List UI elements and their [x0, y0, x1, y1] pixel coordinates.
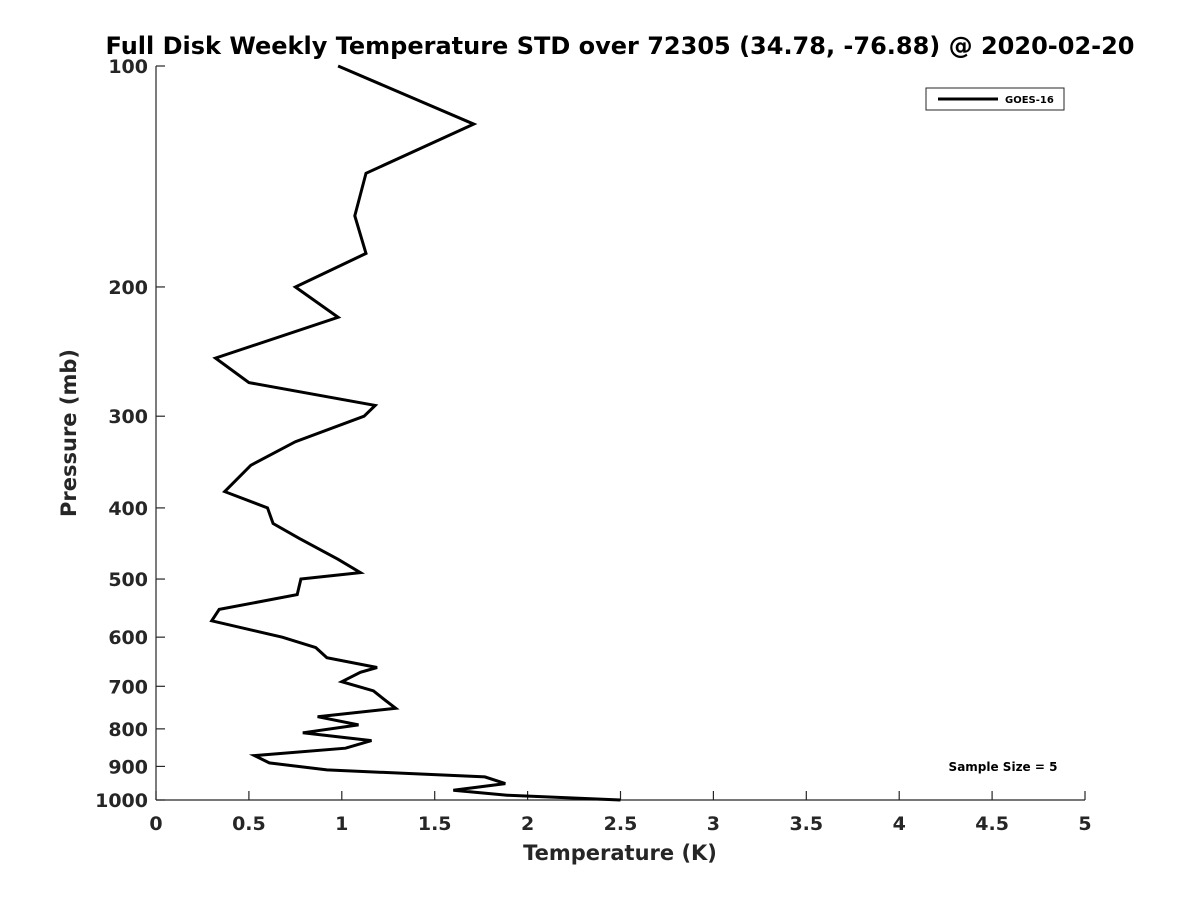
y-tick-label: 100 [108, 56, 148, 78]
x-tick-label: 2 [521, 813, 534, 835]
legend-label-goes-16: GOES-16 [1005, 95, 1054, 106]
legend: GOES-16 [925, 87, 1065, 111]
y-tick-label: 300 [108, 406, 148, 428]
x-tick-label: 2.5 [604, 813, 638, 835]
y-ticks: 100 200 300 400 500 600 700 800 900 1000 [95, 56, 165, 812]
x-axis-label: Temperature (K) [523, 841, 717, 865]
x-tick-label: 3.5 [789, 813, 823, 835]
x-tick-label: 4.5 [975, 813, 1009, 835]
x-tick-label: 3 [707, 813, 720, 835]
x-tick-label: 1 [335, 813, 348, 835]
y-tick-label: 400 [108, 498, 148, 520]
y-tick-label: 200 [108, 277, 148, 299]
y-tick-label: 600 [108, 627, 148, 649]
y-tick-label: 1000 [95, 790, 148, 812]
sample-size-annotation: Sample Size = 5 [949, 760, 1058, 774]
series-line-goes-16 [209, 64, 621, 802]
x-ticks: 0 0.5 1 1.5 2 2.5 3 3.5 4 4.5 5 [149, 791, 1092, 835]
y-tick-label: 700 [108, 676, 148, 698]
x-tick-label: 1.5 [418, 813, 452, 835]
y-tick-label: 800 [108, 719, 148, 741]
x-tick-label: 0.5 [232, 813, 266, 835]
x-tick-label: 5 [1078, 813, 1091, 835]
y-axis-label: Pressure (mb) [57, 349, 81, 517]
x-tick-label: 0 [149, 813, 162, 835]
x-tick-label: 4 [893, 813, 906, 835]
series-layer [209, 64, 621, 802]
axes [155, 66, 1085, 801]
chart-title: Full Disk Weekly Temperature STD over 72… [106, 32, 1135, 60]
y-tick-label: 500 [108, 569, 148, 591]
y-tick-label: 900 [108, 756, 148, 778]
